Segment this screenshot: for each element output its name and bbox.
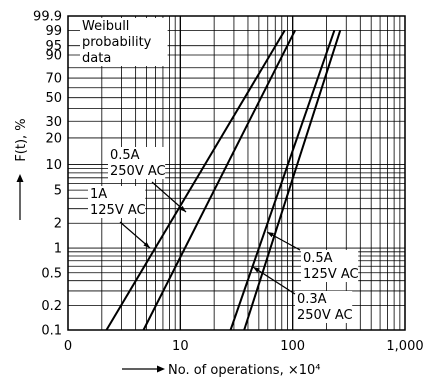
annotation-weibull-bg	[80, 18, 168, 66]
leader-0.5A-125VAC-arrowhead	[267, 232, 274, 238]
y-tick-label: 95	[45, 39, 62, 54]
label-0.3A-250VAC-text: 0.3A	[297, 292, 327, 307]
leader-0.5A-250VAC-arrowhead	[179, 205, 186, 212]
y-tick-label: 50	[45, 91, 62, 106]
x-tick-label: 1,000	[386, 339, 423, 354]
y-tick-label: 70	[45, 72, 62, 87]
y-tick-label: 10	[45, 158, 62, 173]
y-tick-label: 99	[45, 24, 62, 39]
x-tick-label: 100	[280, 339, 305, 354]
leader-1A-125VAC	[119, 221, 151, 249]
y-tick-label: 5	[54, 184, 62, 199]
annotation-weibull-text: probability	[82, 35, 152, 50]
plot-frame	[67, 15, 406, 331]
label-0.5A-250VAC-text: 250V AC	[110, 164, 166, 179]
x-tick-label: 10	[172, 339, 189, 354]
y-tick-label: 90	[45, 49, 62, 64]
label-0.5A-125VAC-text: 125V AC	[303, 267, 359, 282]
x-axis-arrowhead	[157, 365, 165, 373]
leader-0.3A-250VAC-arrowhead	[253, 267, 260, 273]
y-tick-label: 0.2	[41, 299, 62, 314]
y-tick-label: 2	[54, 217, 62, 232]
label-0.5A-250VAC-bg	[108, 147, 166, 179]
y-tick-label: 20	[45, 131, 62, 146]
label-1A-125VAC-text: 125V AC	[90, 203, 146, 218]
leader-0.5A-250VAC	[151, 181, 187, 213]
axis-labels: No. of operations, ×10⁴ F(t), %	[14, 118, 320, 378]
label-0.5A-250VAC-text: 0.5A	[110, 148, 140, 163]
y-axis-arrowhead	[16, 174, 24, 182]
annotation-weibull-text: Weibull	[82, 19, 129, 34]
series-line-0.5A-250VAC	[142, 29, 296, 331]
annotation-weibull-text: data	[82, 51, 111, 66]
label-0.5A-125VAC-text: 0.5A	[303, 251, 333, 266]
x-tick-labels: 0 10 100 1,000	[64, 339, 424, 354]
series-line-0.5A-125VAC	[243, 30, 342, 331]
y-tick-label: 30	[45, 115, 62, 130]
leader-1A-125VAC-arrowhead	[143, 241, 150, 248]
series-line-1A-125VAC	[105, 29, 286, 331]
label-0.3A-250VAC-text: 250V AC	[297, 308, 353, 323]
series-line-0.3A-250VAC	[229, 30, 336, 331]
y-tick-label: 0.1	[41, 324, 62, 339]
label-1A-125VAC-text: 1A	[90, 187, 107, 202]
y-tick-label: 1	[54, 242, 62, 257]
y-axis-label: F(t), %	[14, 118, 29, 161]
leader-0.3A-250VAC	[252, 266, 296, 295]
label-1A-125VAC-bg	[88, 186, 146, 218]
x-tick-label: 0	[64, 339, 72, 354]
series-lines	[105, 29, 342, 331]
y-tick-label: 99.9	[33, 10, 62, 25]
x-axis-label: No. of operations, ×10⁴	[168, 363, 320, 378]
label-0.5A-125VAC-bg	[301, 250, 359, 282]
y-tick-label: 0.5	[41, 266, 62, 281]
label-0.3A-250VAC-bg	[295, 291, 353, 323]
